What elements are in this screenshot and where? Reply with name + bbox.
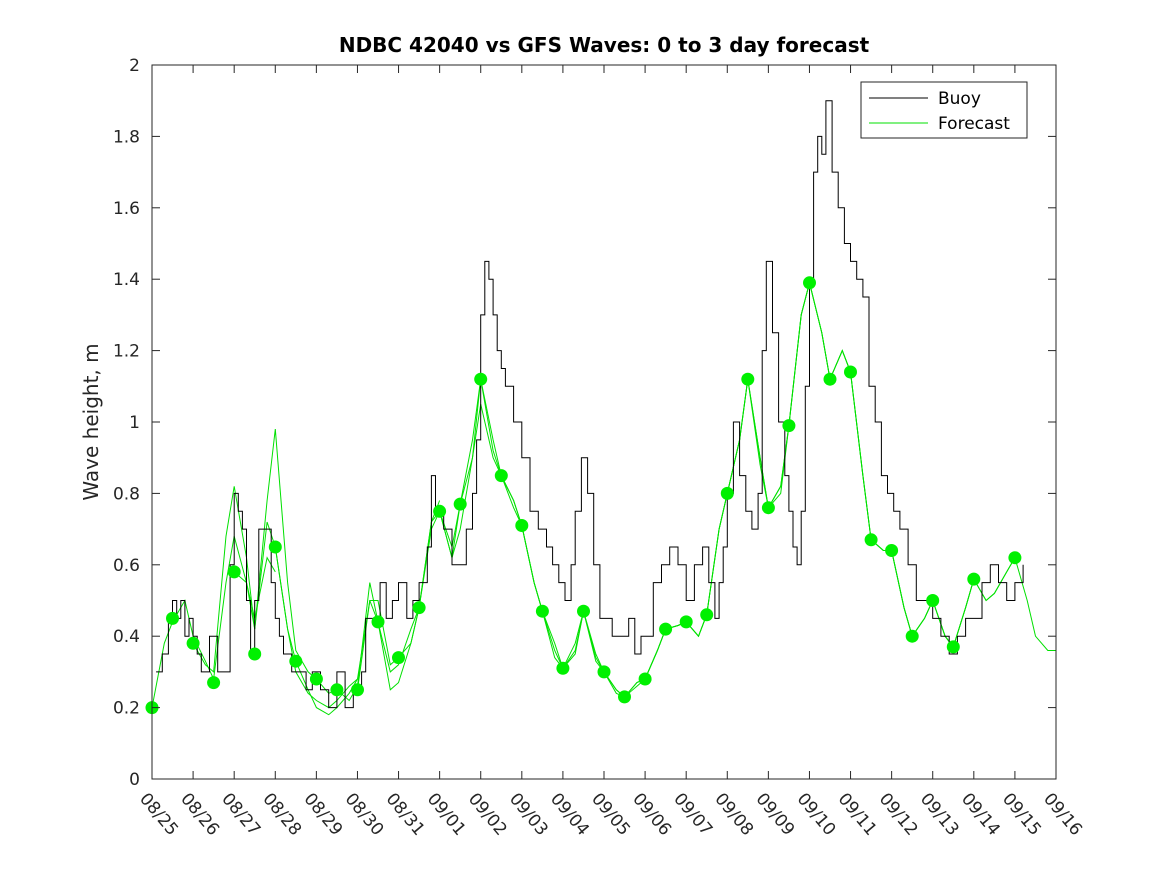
y-tick-label: 0 bbox=[129, 770, 140, 790]
forecast-point bbox=[351, 683, 364, 697]
y-tick-label: 1 bbox=[129, 413, 140, 433]
y-axis-label: Wave height, m bbox=[79, 343, 103, 500]
forecast-point bbox=[392, 651, 405, 665]
forecast-point bbox=[207, 676, 221, 690]
forecast-point bbox=[494, 469, 508, 483]
forecast-point bbox=[926, 594, 940, 607]
buoy-line bbox=[156, 100, 1024, 709]
forecast-point bbox=[946, 640, 960, 654]
forecast-point bbox=[556, 661, 570, 675]
forecast-point bbox=[1008, 551, 1022, 565]
forecast-point bbox=[885, 544, 899, 557]
forecast-point bbox=[577, 604, 590, 618]
forecast-point bbox=[268, 540, 282, 554]
forecast-point bbox=[782, 419, 796, 433]
legend-buoy-label: Buoy bbox=[938, 89, 981, 109]
forecast-point bbox=[371, 615, 385, 629]
forecast-point bbox=[309, 672, 323, 686]
y-tick-label: 0.4 bbox=[113, 627, 140, 647]
forecast-point bbox=[474, 372, 488, 386]
forecast-point bbox=[844, 365, 857, 379]
legend-box bbox=[860, 81, 1028, 139]
legend-forecast-label: Forecast bbox=[938, 114, 1010, 134]
plot-area bbox=[152, 65, 1056, 779]
y-tick-label: 0.2 bbox=[113, 699, 140, 719]
forecast-point bbox=[741, 372, 755, 386]
y-axis: 0 0.2 0.4 0.6 0.8 1 1.2 1.4 1.6 1.8 2 bbox=[113, 56, 1056, 790]
forecast-point bbox=[227, 565, 241, 579]
y-tick-label: 1.2 bbox=[113, 342, 140, 362]
forecast-points bbox=[145, 276, 1022, 715]
forecast-point bbox=[597, 665, 611, 679]
forecast-point bbox=[823, 372, 837, 386]
forecast-point bbox=[761, 501, 775, 515]
y-tick-label: 0.8 bbox=[113, 484, 140, 504]
forecast-point bbox=[453, 497, 467, 511]
forecast-point bbox=[248, 647, 262, 661]
forecast-point bbox=[618, 690, 631, 704]
legend: Buoy Forecast bbox=[860, 81, 1028, 139]
y-tick-label: 1.4 bbox=[113, 270, 140, 290]
forecast-point bbox=[289, 654, 303, 668]
y-tick-label: 1.8 bbox=[113, 127, 140, 147]
forecast-point bbox=[166, 611, 179, 625]
forecast-point bbox=[659, 622, 673, 636]
forecast-point bbox=[330, 683, 344, 697]
forecast-point bbox=[186, 636, 200, 650]
forecast-point bbox=[679, 615, 693, 629]
y-tick-label: 0.6 bbox=[113, 556, 140, 576]
forecast-point bbox=[864, 533, 878, 547]
y-tick-label: 1.6 bbox=[113, 199, 140, 219]
forecast-point bbox=[720, 486, 734, 500]
forecast-point bbox=[700, 608, 714, 622]
forecast-point bbox=[905, 629, 919, 643]
forecast-point bbox=[433, 504, 447, 518]
forecast-point bbox=[803, 276, 816, 290]
chart-title: NDBC 42040 vs GFS Waves: 0 to 3 day fore… bbox=[339, 33, 870, 57]
forecast-point bbox=[412, 601, 426, 615]
forecast-point bbox=[967, 572, 981, 586]
forecast-point bbox=[515, 519, 529, 532]
forecast-point bbox=[535, 604, 549, 618]
y-tick-label: 2 bbox=[129, 56, 140, 76]
forecast-point bbox=[638, 672, 652, 686]
